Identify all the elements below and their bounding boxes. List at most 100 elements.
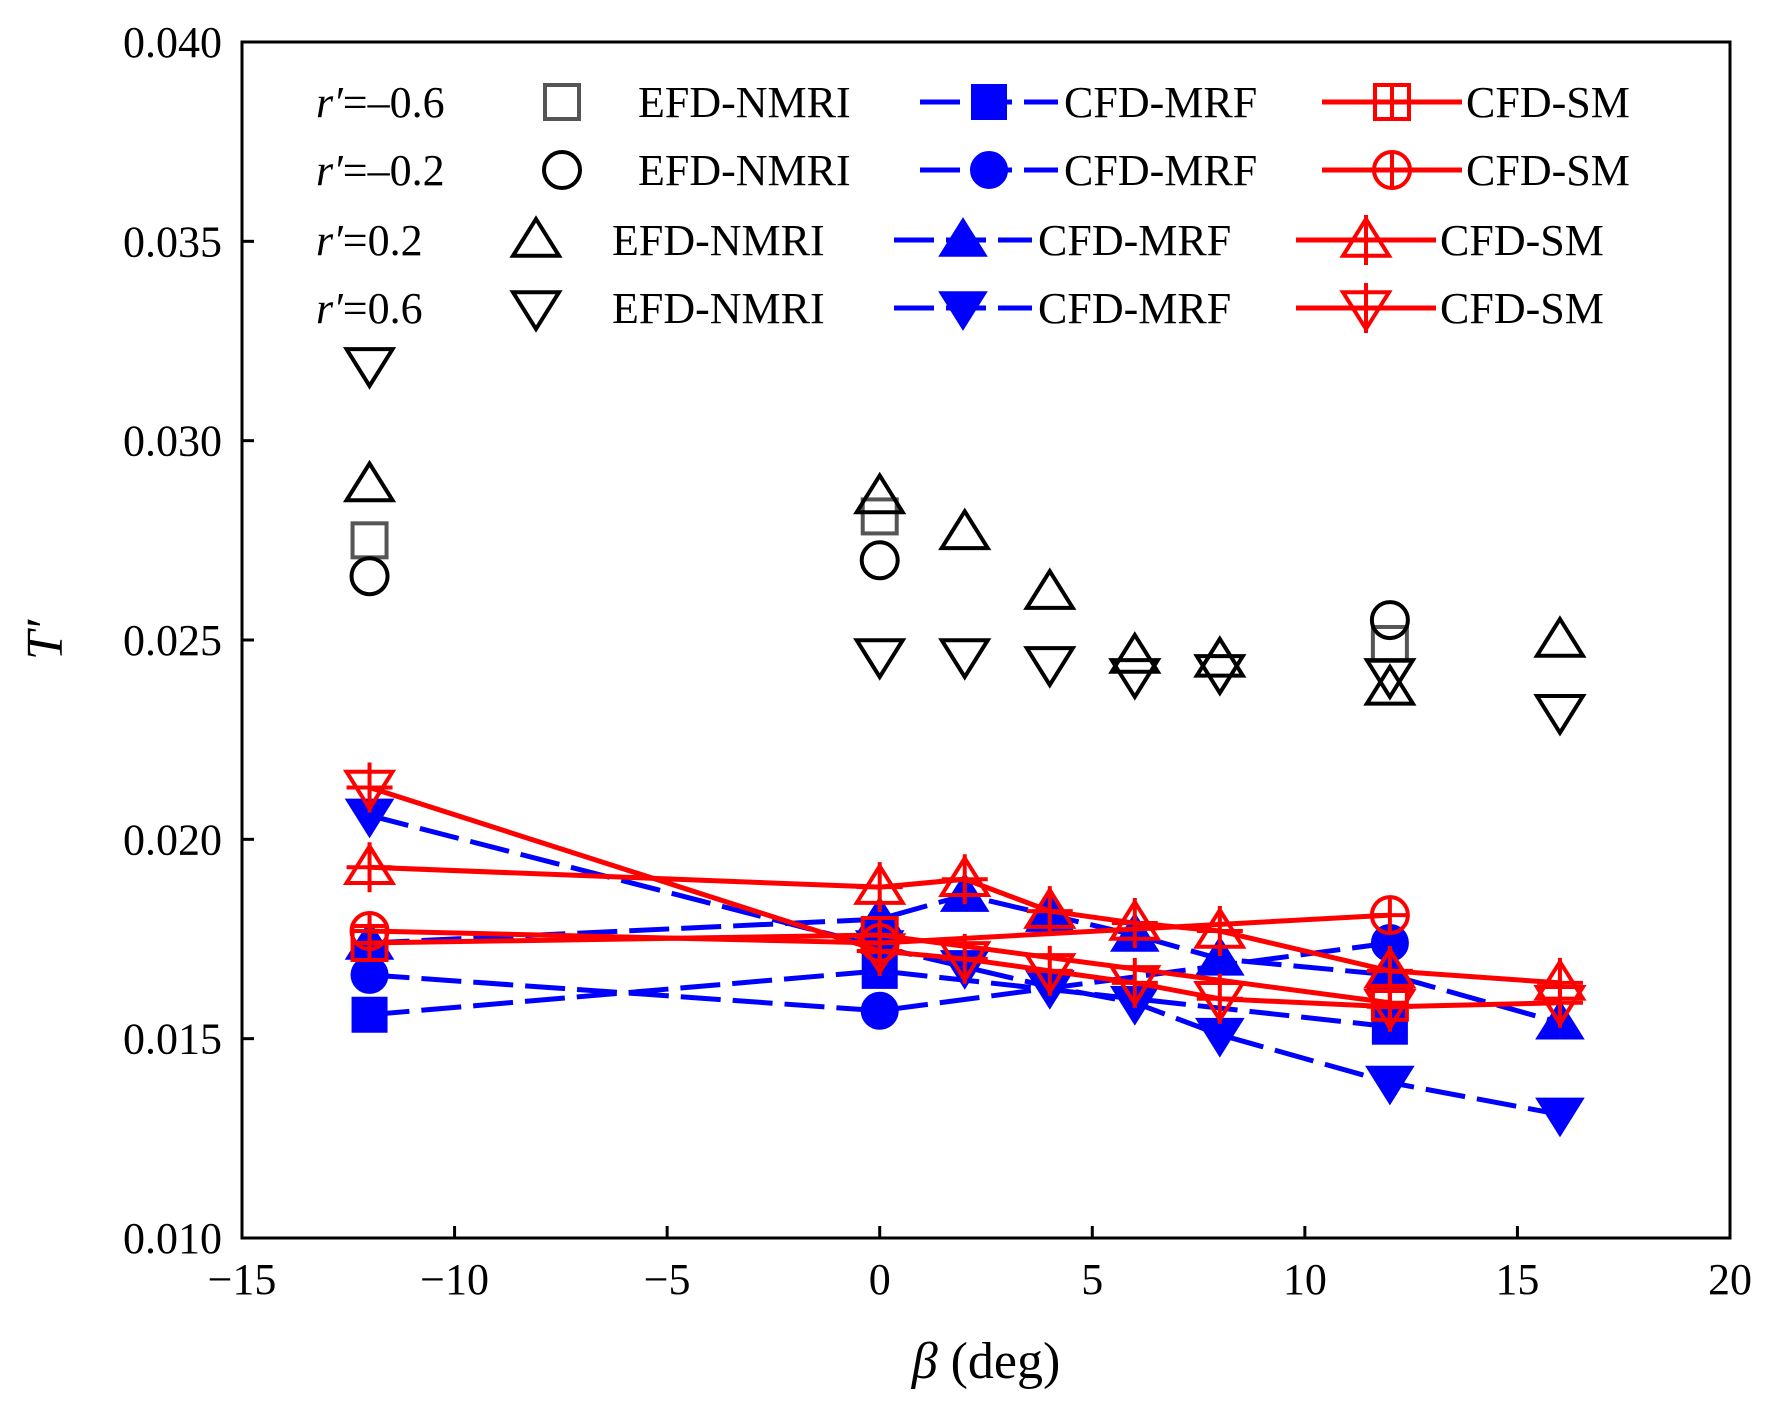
data-point: [1535, 1097, 1585, 1138]
series-efd-triangle-up: [342, 459, 1587, 706]
legend-efd-marker: [509, 215, 563, 258]
legend-r-label: r′=0.6: [316, 284, 423, 333]
data-point: [1365, 1065, 1415, 1106]
legend-r-label: r′=0.2: [316, 216, 423, 265]
legend-mrf-label: CFD-MRF: [1064, 146, 1257, 195]
axes-layer: −15 −10 −5 0 5 10 15 20 0.010 0.015 0.020 0.025 0.03…: [123, 18, 1752, 1304]
data-point: [853, 925, 907, 976]
x-tick-label: 10: [1283, 1255, 1327, 1304]
legend-r-value: =0.6: [343, 284, 423, 333]
y-tick-label: 0.030: [123, 417, 222, 466]
data-point: [1023, 646, 1077, 689]
data-point: [1533, 694, 1587, 737]
data-point: [859, 540, 900, 581]
data-point: [342, 459, 397, 503]
series-efd-triangle-down: [342, 347, 1587, 737]
x-tick-label: 0: [869, 1255, 891, 1304]
legend-r-symbol: r′: [316, 78, 344, 127]
x-tick-label: −10: [420, 1255, 489, 1304]
data-point: [1108, 957, 1162, 1008]
legend-r-symbol: r′: [316, 284, 344, 333]
data-point: [1108, 631, 1162, 674]
data-point: [1363, 663, 1417, 706]
legend-r-value: =0.2: [343, 216, 423, 265]
legend-sm-marker: [1339, 215, 1393, 265]
data-point: [1023, 886, 1077, 937]
legend-r-value: =–0.2: [343, 146, 445, 195]
data-point: [1369, 895, 1410, 936]
data-point: [860, 497, 899, 536]
y-tick-label: 0.015: [123, 1015, 222, 1064]
legend-row: r′=–0.2 EFD-NMRI CFD-MRF CFD-SM: [316, 146, 1630, 195]
legend-sm-label: CFD-SM: [1466, 78, 1630, 127]
data-point: [1193, 973, 1247, 1024]
legend-row: r′=0.6 EFD-NMRI CFD-MRF CFD-SM: [316, 283, 1604, 333]
legend-sm-marker: [1339, 283, 1393, 333]
legend-mrf-label: CFD-MRF: [1038, 216, 1231, 265]
data-point: [938, 638, 992, 681]
legend-sm-marker: [1372, 150, 1412, 190]
x-axis-title: β (deg): [911, 1333, 1061, 1390]
x-tick-label: 20: [1708, 1255, 1752, 1304]
legend-mrf-label: CFD-MRF: [1038, 284, 1231, 333]
legend-efd-marker: [509, 290, 563, 333]
data-point: [938, 854, 992, 905]
y-tick-label: 0.010: [123, 1214, 222, 1263]
series-line: [369, 892, 1561, 1026]
legend-efd-label: EFD-NMRI: [612, 216, 825, 265]
legend-r-label: r′=–0.6: [316, 78, 445, 127]
legend-efd-label: EFD-NMRI: [638, 146, 851, 195]
legend-mrf-marker: [938, 291, 988, 331]
legend-efd-label: EFD-NMRI: [612, 284, 825, 333]
x-tick-label: 15: [1495, 1255, 1539, 1304]
series-efd-circle: [349, 540, 1410, 641]
y-tick-label: 0.020: [123, 815, 222, 864]
legend-mrf-marker: [971, 84, 1007, 120]
data-point: [350, 955, 389, 994]
data-point: [349, 911, 390, 952]
legend-sm-label: CFD-SM: [1440, 284, 1604, 333]
legend-row: r′=0.2 EFD-NMRI CFD-MRF CFD-SM: [316, 215, 1604, 265]
legend-r-label: r′=–0.2: [316, 146, 445, 195]
legend-sm-label: CFD-SM: [1440, 216, 1604, 265]
legend-mrf-label: CFD-MRF: [1064, 78, 1257, 127]
x-axis-unit: (deg): [938, 1333, 1061, 1390]
data-point: [351, 996, 388, 1033]
data-point: [1533, 615, 1587, 658]
data-point: [1193, 654, 1247, 697]
data-point: [342, 762, 397, 813]
legend-r-symbol: r′: [316, 216, 344, 265]
data-point: [342, 842, 397, 893]
legend-efd-marker: [543, 83, 581, 121]
data-point: [1369, 600, 1410, 641]
data-point: [1533, 977, 1587, 1028]
data-point: [1193, 906, 1247, 957]
x-axis-symbol: β: [911, 1333, 938, 1390]
x-tick-label: −5: [644, 1255, 691, 1304]
series-sm-triangle-down: [342, 762, 1587, 1032]
x-tick-label: −15: [208, 1255, 277, 1304]
data-point: [853, 638, 907, 681]
data-point: [342, 347, 397, 390]
data-point: [1108, 898, 1162, 949]
legend-row: r′=–0.6 EFD-NMRI CFD-MRF CFD-SM: [316, 78, 1630, 127]
legend-mrf-marker: [970, 151, 1008, 189]
y-tick-label: 0.040: [123, 18, 222, 67]
data-point: [853, 471, 907, 515]
data-point: [1023, 567, 1077, 610]
data-point: [1108, 658, 1162, 701]
data-point: [853, 862, 907, 913]
legend-sm-marker: [1373, 83, 1411, 121]
legend-efd-label: EFD-NMRI: [638, 78, 851, 127]
legend-mrf-marker: [938, 217, 988, 257]
y-tick-label: 0.035: [123, 217, 222, 266]
data-point: [1363, 981, 1417, 1032]
legend-r-value: =–0.6: [343, 78, 445, 127]
data-point: [1023, 945, 1077, 996]
x-tick-label: 5: [1081, 1255, 1103, 1304]
data-point: [938, 933, 992, 984]
y-tick-label: 0.025: [123, 616, 222, 665]
legend-r-symbol: r′: [316, 146, 344, 195]
legend: r′=–0.6 EFD-NMRI CFD-MRF CFD-SMr′=–0.2 EFD-N…: [316, 78, 1630, 333]
